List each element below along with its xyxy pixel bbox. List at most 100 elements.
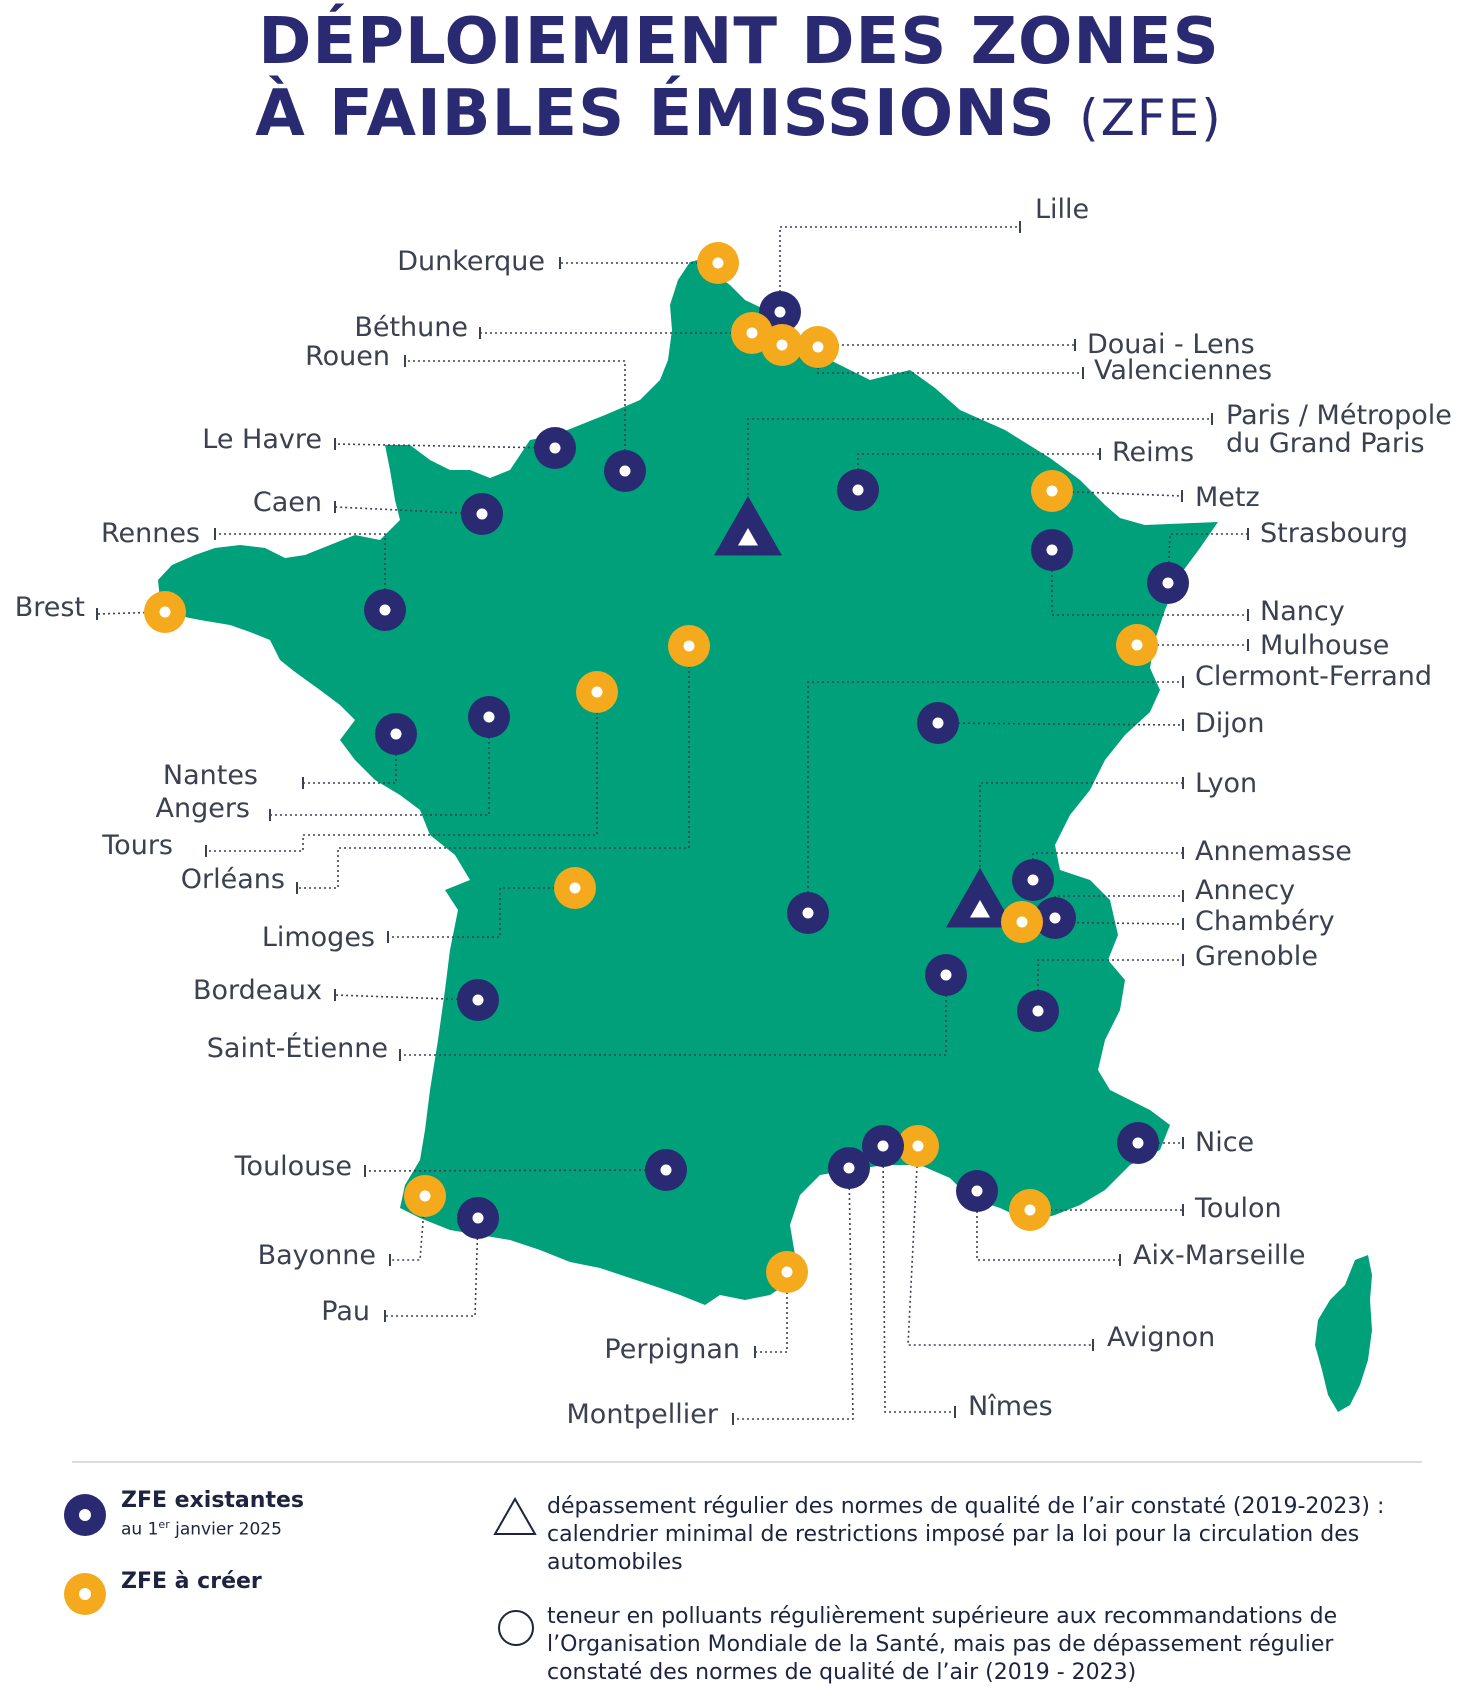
city-name-line2-paris: du Grand Paris — [1226, 428, 1425, 459]
city-name-nancy: Nancy — [1260, 596, 1345, 627]
city-label-nantes: Nantes — [163, 760, 258, 792]
city-label-perpignan: Perpignan — [604, 1334, 740, 1366]
marker-center-saint-etienne — [940, 969, 952, 981]
city-label-bayonne: Bayonne — [258, 1240, 376, 1272]
city-name-dijon: Dijon — [1195, 708, 1265, 739]
city-name-metz: Metz — [1195, 482, 1260, 513]
marker-center-dijon — [932, 717, 944, 729]
city-label-caen: Caen — [253, 487, 322, 519]
city-label-limoges: Limoges — [262, 922, 375, 954]
city-label-angers: Angers — [156, 793, 251, 825]
marker-center-annecy — [1049, 912, 1061, 924]
leader-line-nancy — [1051, 550, 1248, 616]
city-name-orleans: Orléans — [180, 864, 285, 895]
city-label-orleans: Orléans — [181, 864, 285, 896]
leader-line-annemasse — [1032, 852, 1183, 880]
legend-create-marker — [64, 1573, 106, 1615]
marker-center-grenoble — [1032, 1005, 1044, 1017]
marker-center-nice — [1132, 1137, 1144, 1149]
marker-center-perpignan — [781, 1266, 793, 1278]
marker-center-toulouse — [660, 1164, 672, 1176]
city-label-dijon: Dijon — [1195, 708, 1264, 740]
marker-center-pau — [472, 1212, 484, 1224]
legend-create-label: ZFE à créer — [121, 1569, 262, 1594]
marker-center-annemasse — [1027, 874, 1039, 886]
city-name-saint-etienne: Saint-Étienne — [206, 1033, 388, 1064]
city-name-nantes: Nantes — [162, 760, 258, 791]
legend-circle-text: teneur en polluants régulièrement supéri… — [547, 1604, 1338, 1685]
marker-center-reims — [852, 484, 864, 496]
city-name-toulouse: Toulouse — [234, 1151, 352, 1182]
marker-center-toulon — [1024, 1204, 1036, 1216]
city-name-annecy: Annecy — [1195, 875, 1296, 906]
city-name-aix-marseille: Aix-Marseille — [1133, 1240, 1306, 1271]
legend-existing-date: au 1er janvier 2025 — [121, 1518, 282, 1540]
mainland-france-shape — [158, 258, 1218, 1305]
marker-center-tours — [591, 686, 603, 698]
leader-line-toulouse — [364, 1169, 667, 1172]
city-label-mulhouse: Mulhouse — [1260, 630, 1389, 662]
marker-center-nantes — [390, 728, 402, 740]
city-name-chambery: Chambéry — [1195, 906, 1335, 937]
city-name-mulhouse: Mulhouse — [1260, 630, 1390, 661]
city-name-brest: Brest — [14, 592, 85, 623]
marker-center-dunkerque — [712, 257, 724, 269]
marker-triangle-inner-lyon — [970, 900, 990, 918]
leader-line-tours — [206, 692, 598, 852]
leader-line-rennes — [215, 533, 386, 610]
city-label-valenciennes: Valenciennes — [1094, 355, 1272, 387]
city-label-le-havre: Le Havre — [202, 424, 322, 456]
leader-line-bayonne — [390, 1195, 426, 1261]
city-name-limoges: Limoges — [261, 922, 375, 953]
corsica-shape — [1315, 1255, 1372, 1412]
city-label-douai-lens: Douai - Lens — [1087, 329, 1255, 361]
leader-line-metz — [1051, 490, 1183, 497]
city-name-rouen: Rouen — [305, 341, 390, 372]
city-name-bethune: Béthune — [354, 312, 468, 343]
leader-line-perpignan — [755, 1272, 788, 1353]
marker-center-aix-marseille — [971, 1185, 983, 1197]
marker-center-lille — [774, 306, 786, 318]
city-label-toulon: Toulon — [1195, 1193, 1282, 1225]
city-name-bordeaux: Bordeaux — [192, 975, 322, 1006]
city-label-bordeaux: Bordeaux — [193, 975, 322, 1007]
leader-line-saint-etienne — [400, 975, 947, 1056]
marker-center-bethune — [746, 327, 758, 339]
marker-center-mulhouse — [1131, 639, 1143, 651]
leader-line-nimes — [882, 1145, 955, 1413]
city-name-rennes: Rennes — [100, 518, 200, 549]
city-label-nice: Nice — [1195, 1127, 1254, 1159]
title-line-2: À FAIBLES ÉMISSIONS (ZFE) — [0, 78, 1478, 154]
leader-line-lille — [779, 226, 1020, 312]
marker-center-clermont-ferrand — [802, 907, 814, 919]
city-label-chambery: Chambéry — [1195, 906, 1335, 938]
city-label-lille: Lille — [1035, 194, 1089, 226]
city-label-rennes: Rennes — [101, 518, 200, 550]
city-name-pau: Pau — [321, 1296, 370, 1327]
city-name-nice: Nice — [1195, 1127, 1255, 1158]
legend-triangle-text: dépassement régulier des normes de quali… — [547, 1494, 1385, 1575]
city-label-annecy: Annecy — [1195, 875, 1295, 907]
marker-triangle-lyon[interactable] — [946, 868, 1014, 928]
city-label-toulouse: Toulouse — [235, 1151, 352, 1183]
city-name-le-havre: Le Havre — [202, 424, 322, 455]
city-markers — [144, 242, 1189, 1293]
city-label-reims: Reims — [1112, 437, 1194, 469]
marker-triangle-inner-paris — [738, 528, 758, 546]
marker-center-nimes — [877, 1140, 889, 1152]
title-line-1: DÉPLOIEMENT DES ZONES — [258, 5, 1220, 79]
city-name-dunkerque: Dunkerque — [397, 246, 545, 277]
city-label-brest: Brest — [15, 592, 85, 624]
marker-center-le-havre — [549, 442, 561, 454]
leader-line-valenciennes — [817, 347, 1083, 374]
marker-triangle-paris[interactable] — [714, 496, 782, 556]
city-name-strasbourg: Strasbourg — [1260, 518, 1408, 549]
leader-line-le-havre — [334, 443, 556, 449]
marker-center-bordeaux — [472, 994, 484, 1006]
city-name-douai-lens: Douai - Lens — [1087, 329, 1255, 360]
marker-center-caen — [476, 508, 488, 520]
triangle-outline-icon — [493, 1497, 537, 1535]
marker-center-orleans — [683, 640, 695, 652]
leader-line-dijon — [937, 722, 1184, 726]
